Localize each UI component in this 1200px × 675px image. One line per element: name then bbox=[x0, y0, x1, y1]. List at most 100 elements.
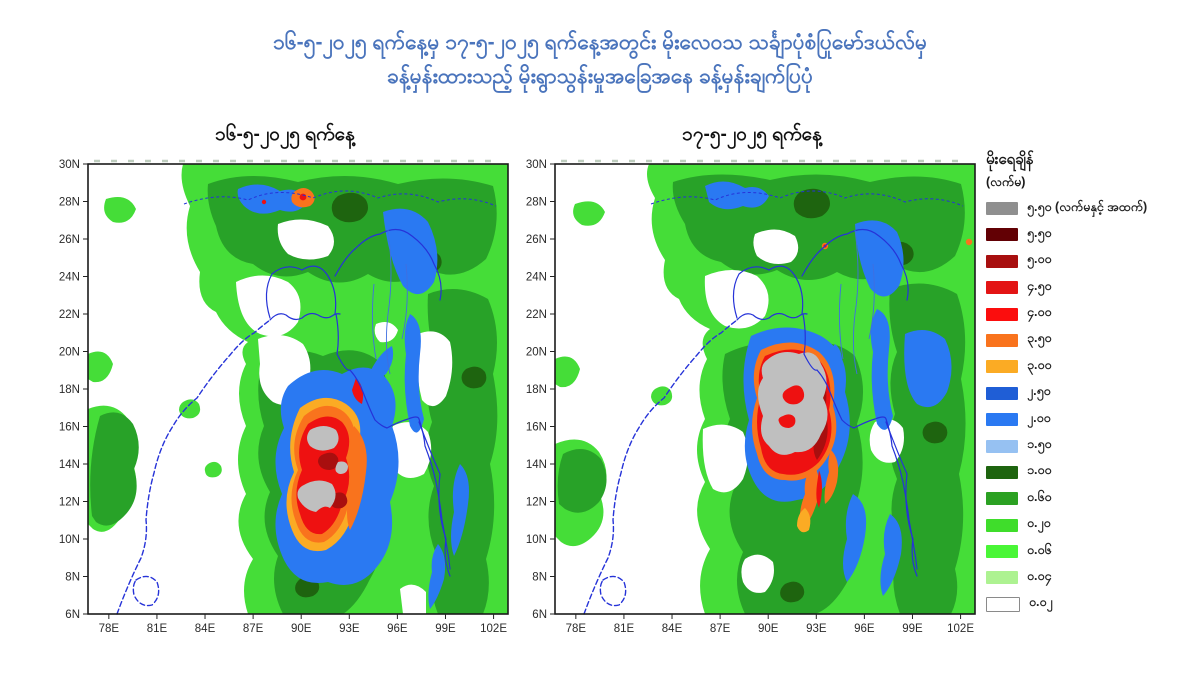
storm-red-flecks bbox=[778, 385, 805, 428]
y-tick-label: 20N bbox=[526, 347, 547, 359]
x-tick-label: 96E bbox=[854, 623, 875, 635]
map-content-right bbox=[555, 159, 975, 615]
y-tick-label: 24N bbox=[59, 272, 80, 284]
storm-system bbox=[275, 346, 399, 585]
coastlines bbox=[116, 190, 497, 615]
y-tick-label: 18N bbox=[59, 384, 80, 396]
y-tick-label: 18N bbox=[526, 384, 547, 396]
legend-item: ၀.၀၂ bbox=[986, 595, 1198, 612]
legend-label: ၄.၀၀ bbox=[1027, 305, 1052, 320]
legend-swatch bbox=[986, 307, 1018, 321]
coastlines bbox=[583, 190, 964, 615]
figure-title-line1: ၁၆-၅-၂၀၂၅ ရက်နေ့မှ ၁၇-၅-၂၀၂၅ ရက်နေ့အတွင်… bbox=[273, 31, 927, 54]
x-tick-label: 84E bbox=[195, 623, 216, 635]
legend-swatch bbox=[986, 228, 1018, 242]
legend-label: ၁.၀၀ bbox=[1027, 463, 1052, 478]
legend-swatch bbox=[986, 571, 1018, 585]
x-tick-label: 87E bbox=[243, 623, 264, 635]
y-tick-label: 10N bbox=[526, 534, 547, 546]
y-tick-label: 30N bbox=[526, 159, 547, 171]
legend-swatch bbox=[986, 492, 1018, 506]
legend-label: ၀.၂၀ bbox=[1027, 516, 1051, 531]
left-map-title: ၁၆-၅-၂၀၂၅ ရက်နေ့ bbox=[215, 124, 355, 145]
legend-item: ၄.၅၀ bbox=[986, 279, 1198, 295]
legend-swatch bbox=[986, 439, 1018, 453]
y-tick-label: 8N bbox=[65, 572, 80, 584]
legend-swatch bbox=[986, 596, 1020, 612]
map-content-left bbox=[88, 159, 508, 615]
legend-swatch bbox=[986, 413, 1018, 427]
storm-dark-red-flecks bbox=[318, 452, 348, 509]
y-tick-label: 12N bbox=[59, 497, 80, 509]
right-map-title: ၁၇-၅-၂၀၂၅ ရက်နေ့ bbox=[682, 124, 822, 145]
x-tick-label: 93E bbox=[339, 623, 360, 635]
legend-label: ၅.၅၀ bbox=[1027, 225, 1052, 240]
legend-label: ၅.၀၀ bbox=[1027, 252, 1052, 267]
map-panel-16-5-2025: 78E 81E 84E 87E 90E 93E 96E 99E 102E 30N 28N 26N 24N… bbox=[59, 159, 509, 635]
storm-amber-spot bbox=[797, 508, 811, 533]
legend-swatch bbox=[986, 360, 1018, 374]
legend-item: ၃.၀၀ bbox=[986, 358, 1198, 374]
dry-white-gaps bbox=[702, 229, 904, 593]
legend-item: ၀.၀၄ bbox=[986, 568, 1198, 585]
legend-swatch bbox=[986, 333, 1018, 347]
legend-item: ၃.၅၀ bbox=[986, 331, 1198, 347]
x-tick-label: 78E bbox=[566, 623, 587, 635]
y-tick-label: 6N bbox=[65, 609, 80, 621]
east-edge-orange-dot bbox=[965, 238, 973, 246]
legend-swatch bbox=[986, 254, 1018, 268]
x-tick-label: 93E bbox=[806, 623, 827, 635]
x-tick-label: 99E bbox=[902, 623, 923, 635]
legend-item: ၂.၀၀ bbox=[986, 411, 1198, 427]
y-tick-label: 28N bbox=[59, 197, 80, 209]
legend-swatch bbox=[986, 545, 1018, 559]
legend-swatch bbox=[986, 281, 1018, 295]
y-tick-label: 6N bbox=[532, 609, 547, 621]
legend-swatch bbox=[986, 518, 1018, 532]
axes: 78E 81E 84E 87E 90E 93E 96E 99E 102E 30N 28N 26N 24N… bbox=[526, 159, 974, 635]
x-tick-label: 99E bbox=[435, 623, 456, 635]
legend-label: ၀.၀၆ bbox=[1027, 542, 1052, 557]
legend-label: ၁.၅၀ bbox=[1027, 437, 1052, 452]
legend-swatch bbox=[986, 465, 1018, 479]
y-tick-label: 30N bbox=[59, 159, 80, 171]
y-tick-label: 22N bbox=[526, 309, 547, 321]
x-tick-label: 87E bbox=[710, 623, 731, 635]
figure-title-line2: ခန့်မှန်းထားသည့် မိုးရွာသွန်းမှုအခြေအနေ … bbox=[387, 65, 813, 88]
y-tick-label: 26N bbox=[526, 234, 547, 246]
figure-title: ၁၆-၅-၂၀၂၅ ရက်နေ့မှ ၁၇-၅-၂၀၂၅ ရက်နေ့အတွင်… bbox=[0, 26, 1200, 94]
axes: 78E 81E 84E 87E 90E 93E 96E 99E 102E 30N 28N 26N 24N… bbox=[59, 159, 507, 635]
y-tick-label: 12N bbox=[526, 497, 547, 509]
y-tick-label: 14N bbox=[59, 459, 80, 471]
x-tick-label: 84E bbox=[662, 623, 683, 635]
y-tick-label: 20N bbox=[59, 347, 80, 359]
legend-label: ၃.၅၀ bbox=[1027, 331, 1052, 346]
legend-label: ၀.၆၀ bbox=[1027, 489, 1052, 504]
y-tick-label: 16N bbox=[526, 422, 547, 434]
legend-label: ၂.၅၀ bbox=[1027, 384, 1051, 399]
x-tick-label: 81E bbox=[147, 623, 168, 635]
legend-item: ၀.၂၀ bbox=[986, 516, 1198, 532]
legend-swatch bbox=[986, 202, 1018, 215]
legend-label: ၀.၀၂ bbox=[1029, 595, 1053, 610]
legend-item: ၅.၅၀ bbox=[986, 225, 1198, 242]
legend: မိုးရေချိန် (လက်မ) ၅.၅၀ (လက်မနှင့် အထက်)… bbox=[986, 150, 1198, 624]
y-tick-label: 16N bbox=[59, 422, 80, 434]
y-tick-label: 14N bbox=[526, 459, 547, 471]
y-tick-label: 10N bbox=[59, 534, 80, 546]
y-tick-label: 8N bbox=[532, 572, 547, 584]
legend-label: ၅.၅၀ (လက်မနှင့် အထက်) bbox=[1027, 199, 1148, 214]
storm-system bbox=[743, 327, 850, 533]
x-tick-label: 90E bbox=[291, 623, 312, 635]
legend-items: ၅.၅၀ (လက်မနှင့် အထက်) ၅.၅၀၅.၀၀၄.၅၀၄.၀၀၃.၅… bbox=[986, 199, 1198, 612]
heavy-rain-blue-patches bbox=[237, 184, 469, 610]
legend-title: မိုးရေချိန် bbox=[986, 151, 1034, 168]
x-tick-label: 102E bbox=[947, 623, 974, 635]
x-tick-label: 96E bbox=[387, 623, 408, 635]
legend-label: ၀.၀၄ bbox=[1027, 568, 1052, 583]
x-tick-label: 78E bbox=[99, 623, 120, 635]
x-tick-label: 102E bbox=[480, 623, 507, 635]
legend-item: ၁.၀၀ bbox=[986, 463, 1198, 479]
y-tick-label: 26N bbox=[59, 234, 80, 246]
